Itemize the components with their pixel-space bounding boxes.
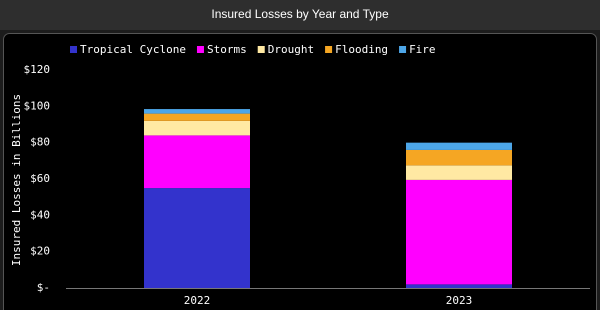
title-bar <box>0 0 600 30</box>
legend-swatch <box>70 46 77 53</box>
chart-title: Insured Losses by Year and Type <box>211 7 389 21</box>
y-tick-label: $20 <box>30 245 50 258</box>
legend-label: Tropical Cyclone <box>80 43 186 56</box>
bar-segment <box>406 142 512 150</box>
legend-label: Drought <box>268 43 314 56</box>
legend-label: Fire <box>409 43 436 56</box>
bar-segment <box>406 179 512 285</box>
bar-segment <box>144 188 250 288</box>
bar-segment <box>144 120 250 136</box>
legend-swatch <box>196 46 204 53</box>
y-tick-label: $100 <box>24 99 51 112</box>
y-tick-label: $40 <box>30 208 50 221</box>
x-tick-label: 2022 <box>184 294 211 307</box>
legend-swatch <box>399 46 407 53</box>
legend-label: Storms <box>207 43 247 56</box>
bar-segment <box>144 109 250 114</box>
y-tick-label: $- <box>37 281 50 294</box>
legend-swatch <box>257 46 265 53</box>
y-axis-label: Insured Losses in Billions <box>10 94 23 266</box>
bar-segment <box>144 113 250 121</box>
y-tick-label: $60 <box>30 172 50 185</box>
legend-swatch <box>325 46 333 53</box>
x-tick-label: 2023 <box>446 294 473 307</box>
bar-segment <box>406 165 512 180</box>
bar-segment <box>406 149 512 166</box>
bar-segment <box>406 284 512 288</box>
y-tick-label: $80 <box>30 136 50 149</box>
legend-label: Flooding <box>335 43 388 56</box>
y-tick-label: $120 <box>24 63 51 76</box>
bar-segment <box>144 135 250 189</box>
